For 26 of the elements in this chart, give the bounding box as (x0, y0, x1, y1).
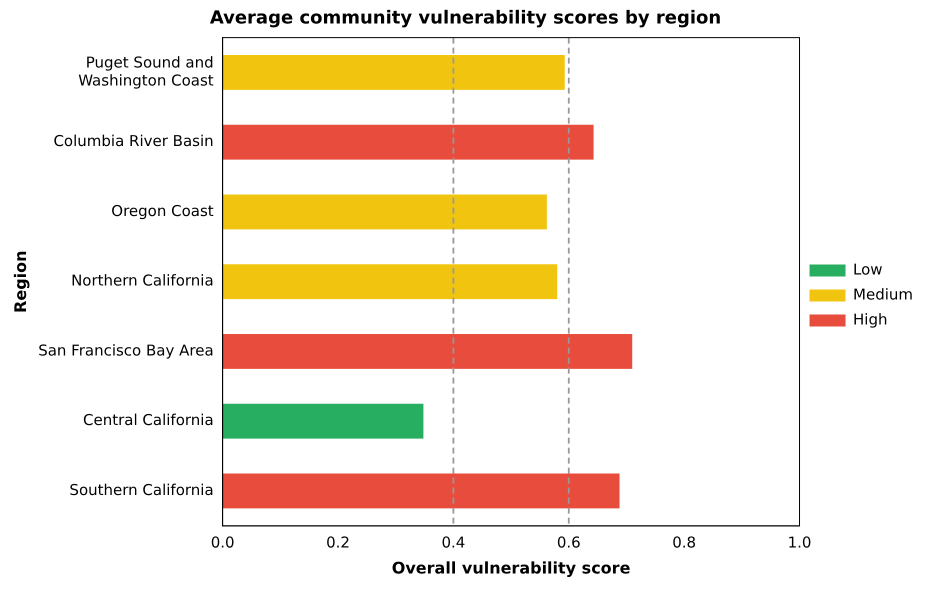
x-tick-label: 0.4 (441, 534, 466, 552)
x-axis-title: Overall vulnerability score (392, 558, 631, 578)
y-tick-label: Southern California (69, 480, 214, 499)
y-tick-label: Oregon Coast (111, 202, 214, 220)
y-tick-label: Columbia River Basin (53, 132, 214, 150)
x-tick-label: 0.0 (210, 534, 235, 552)
legend-label: High (853, 310, 888, 328)
bar (222, 124, 594, 160)
legend-label: Low (853, 260, 883, 278)
bar (222, 473, 620, 508)
y-tick-label: Northern California (71, 272, 214, 290)
y-tick-label: Puget Sound and Washington Coast (78, 53, 214, 90)
x-tick-label: 0.8 (672, 534, 696, 552)
bar (222, 264, 558, 300)
x-tick-label: 1.0 (788, 534, 812, 552)
y-axis-title: Region (10, 250, 30, 313)
bar (222, 194, 547, 230)
x-tick-label: 0.6 (556, 534, 581, 552)
chart-title: Average community vulnerability scores by region (210, 7, 722, 28)
y-tick-label: Central California (83, 411, 214, 430)
bar (222, 55, 565, 90)
legend-label: Medium (853, 285, 914, 304)
bar (222, 404, 424, 439)
bar (222, 334, 632, 369)
x-tick-label: 0.2 (326, 534, 350, 552)
y-tick-label: San Francisco Bay Area (38, 341, 214, 360)
